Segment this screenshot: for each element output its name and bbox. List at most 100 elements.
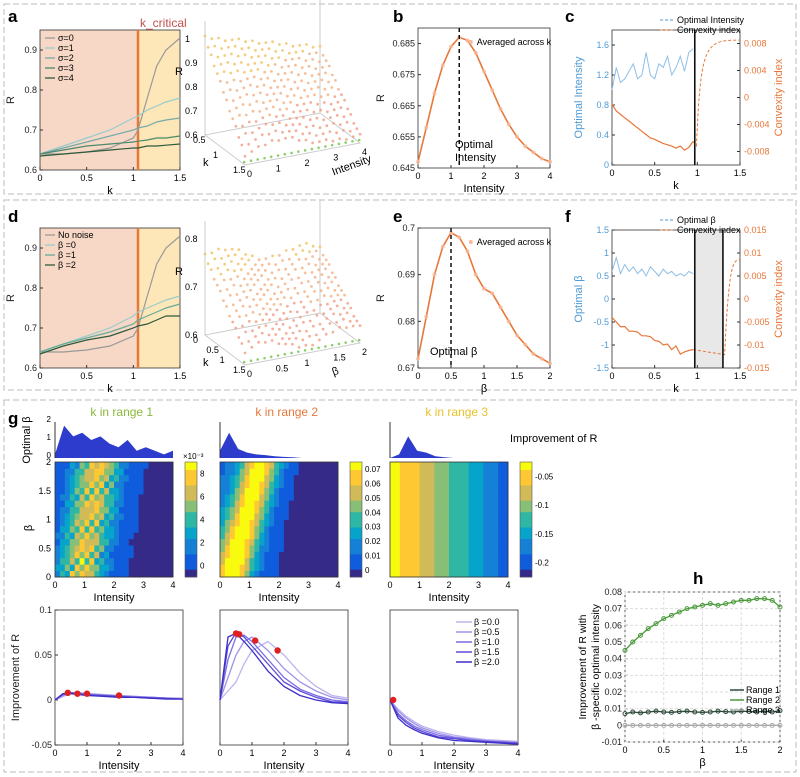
heatmap-cell (414, 519, 420, 527)
heatmap-cell (163, 506, 169, 514)
x-axis-label: Intensity (429, 592, 470, 604)
surface-point (226, 61, 230, 64)
surface-point (311, 124, 315, 128)
surface-point (340, 93, 343, 97)
heatmap-cell (468, 557, 474, 565)
heatmap-cell (123, 519, 130, 527)
heatmap-cell (55, 513, 61, 520)
heatmap-cell (453, 506, 460, 514)
heatmap-cell (74, 564, 80, 571)
heatmap-cell (153, 513, 159, 520)
heatmap-cell (79, 474, 85, 482)
heatmap-cell (239, 468, 245, 476)
surface-point (302, 115, 305, 119)
heatmap-cell (390, 462, 396, 469)
surface-point (284, 58, 287, 62)
heatmap-cell (279, 481, 285, 488)
heatmap-cell (318, 468, 324, 476)
heatmap-cell (158, 532, 164, 540)
heatmap-cell (123, 513, 130, 520)
heatmap-cell (449, 519, 455, 527)
surface-point (206, 262, 210, 266)
heatmap-cell (449, 513, 455, 520)
z-tick-label: 0.9 (185, 58, 198, 68)
heatmap-cell (133, 532, 139, 540)
heatmap-cell (323, 532, 329, 540)
surface-point (259, 77, 263, 81)
heatmap-cell (168, 493, 174, 501)
heatmap-cell (133, 551, 139, 559)
y-tick-label: 1 (604, 248, 609, 258)
range-point (692, 709, 698, 715)
surface-point (342, 128, 345, 132)
data-point (531, 150, 536, 155)
heatmap-cell (163, 513, 169, 520)
heatmap-cell (123, 487, 130, 495)
heatmap-cell (229, 564, 236, 571)
heatmap-cell (468, 493, 474, 501)
surface-point (303, 89, 306, 92)
surface-base-point (263, 356, 266, 360)
heatmap-cell (439, 513, 445, 520)
y-tick-label: 0.8 (24, 283, 37, 293)
heatmap-cell (118, 551, 125, 559)
surface-point (237, 248, 241, 252)
surface-point (219, 289, 222, 293)
heatmap-cell (288, 513, 295, 520)
heatmap-cell (138, 474, 144, 482)
y-tick-label: 0.03 (604, 670, 622, 680)
heatmap-cell (293, 570, 300, 578)
surface-point (318, 140, 321, 144)
heatmap-cell (468, 462, 474, 469)
surface-point (339, 106, 343, 109)
heatmap-cell (463, 564, 470, 571)
surface-point (278, 317, 282, 321)
heatmap-cell (298, 474, 304, 482)
heatmap-cell (483, 513, 489, 520)
surface-point (332, 312, 335, 316)
surface-point (305, 241, 308, 245)
x-axis-label: k (673, 180, 679, 192)
heatmap-cell (488, 564, 494, 571)
surface-point (268, 99, 272, 103)
heatmap-cell (483, 519, 489, 527)
surface-point (297, 276, 300, 280)
colorbar-segment (185, 550, 197, 555)
x-tick-label: 2 (305, 158, 310, 168)
x-tick-label: 0.5 (445, 371, 458, 381)
heatmap-cell (220, 551, 226, 559)
heatmap-cell (234, 500, 241, 508)
surface-point (252, 298, 256, 301)
surface-point (234, 124, 238, 128)
heatmap-cell (318, 519, 324, 527)
heatmap-cell (69, 564, 76, 571)
x-tick-label: 1 (84, 748, 89, 758)
marginal-histogram (220, 432, 338, 458)
surface-point (342, 115, 346, 119)
heatmap-cell (239, 570, 245, 578)
heatmap-cell (333, 525, 339, 533)
heatmap-cell (488, 557, 494, 565)
heatmap-cell (104, 557, 110, 565)
heatmap-cell (288, 519, 295, 527)
heatmap-cell (153, 500, 159, 508)
heatmap-cell (158, 570, 164, 578)
x-tick-label: 1.5 (174, 173, 187, 183)
heatmap-cell (220, 538, 226, 546)
heatmap-cell (269, 551, 275, 559)
heatmap-cell (419, 538, 425, 546)
surface-point (284, 136, 287, 140)
range-point (707, 722, 713, 728)
surface-point (284, 42, 288, 45)
heatmap-cell (483, 532, 489, 540)
heatmap-cell (224, 570, 231, 578)
colorbar-segment (350, 523, 362, 528)
surface-point (257, 268, 260, 272)
heatmap-cell (269, 493, 275, 501)
heatmap-cell (168, 557, 174, 565)
surface-point (349, 306, 353, 310)
heatmap-cell (429, 519, 435, 527)
heatmap-cell (163, 500, 169, 508)
heatmap-cell (163, 462, 169, 469)
legend-label: β =0 (58, 240, 76, 250)
